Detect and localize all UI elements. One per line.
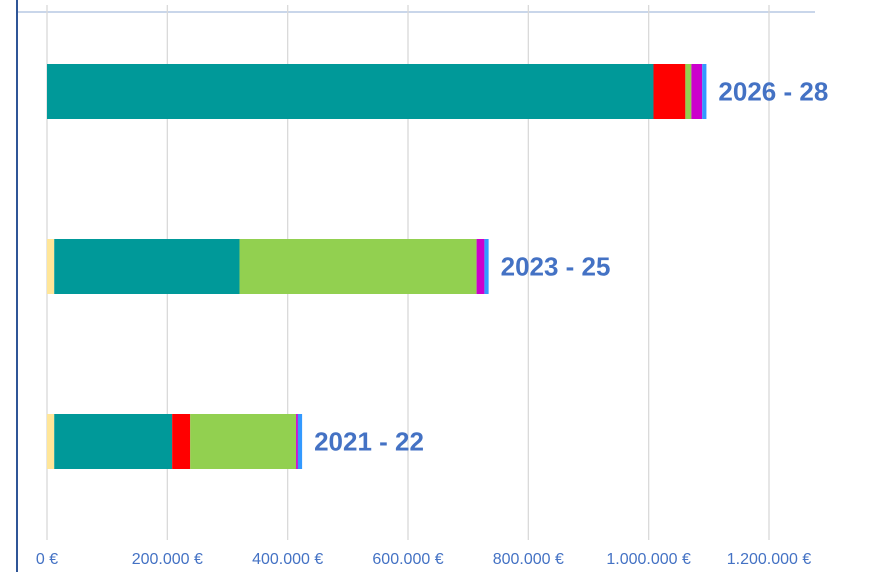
x-tick-label: 1.000.000 €	[606, 551, 691, 568]
bar-segment	[239, 239, 477, 294]
x-tick-label: 600.000 €	[372, 551, 443, 568]
bar-segment	[190, 414, 297, 469]
category-label: 2026 - 28	[718, 76, 828, 106]
x-tick-label: 400.000 €	[252, 551, 323, 568]
x-tick-label: 200.000 €	[132, 551, 203, 568]
category-label: 2021 - 22	[314, 426, 424, 456]
bar-segment	[172, 414, 191, 469]
bar-segment	[685, 64, 692, 119]
bar-segment	[47, 239, 55, 294]
bar-segment	[54, 414, 173, 469]
bar-segment	[702, 64, 707, 119]
bar-segment	[297, 414, 303, 469]
x-tick-label: 1.200.000 €	[727, 551, 812, 568]
bar-segment	[47, 414, 55, 469]
x-tick-label: 800.000 €	[493, 551, 564, 568]
bar-segment	[691, 64, 703, 119]
category-label: 2023 - 25	[501, 251, 611, 281]
x-tick-label: 0 €	[36, 551, 58, 568]
bar-segment	[484, 239, 489, 294]
bar-segment	[296, 414, 298, 469]
bar-segment	[653, 64, 686, 119]
bar-segment	[54, 239, 240, 294]
bar-segment	[47, 64, 654, 119]
bar-segment	[476, 239, 485, 294]
